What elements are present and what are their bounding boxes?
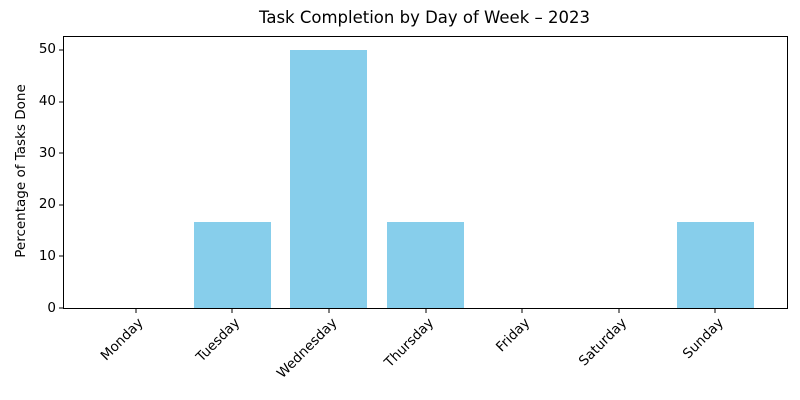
y-tick-mark-30 bbox=[59, 152, 64, 154]
x-tick-label-tuesday: Tuesday bbox=[193, 315, 244, 366]
y-tick-label-50: 50 bbox=[38, 41, 56, 58]
y-tick-mark-40 bbox=[59, 101, 64, 103]
chart-title: Task Completion by Day of Week – 2023 bbox=[259, 8, 590, 27]
y-tick-label-0: 0 bbox=[47, 299, 56, 316]
x-tick-label-monday: Monday bbox=[97, 315, 147, 365]
y-tick-mark-10 bbox=[59, 255, 64, 257]
x-tick-label-friday: Friday bbox=[493, 315, 534, 356]
bar-thursday bbox=[386, 221, 465, 308]
bar-sunday bbox=[676, 221, 755, 308]
y-tick-label-30: 30 bbox=[38, 144, 56, 161]
x-tick-mark-tuesday bbox=[231, 308, 233, 313]
bar-wednesday bbox=[290, 49, 368, 308]
y-tick-label-10: 10 bbox=[38, 247, 56, 264]
x-tick-mark-saturday bbox=[618, 308, 620, 313]
x-tick-mark-sunday bbox=[714, 308, 716, 313]
y-tick-mark-0 bbox=[59, 307, 64, 309]
x-tick-label-wednesday: Wednesday bbox=[273, 315, 341, 382]
y-tick-mark-20 bbox=[59, 204, 64, 206]
x-tick-mark-monday bbox=[135, 308, 137, 313]
x-tick-label-saturday: Saturday bbox=[575, 315, 631, 370]
y-tick-label-20: 20 bbox=[38, 196, 56, 213]
bar-tuesday bbox=[193, 221, 271, 308]
y-tick-mark-50 bbox=[59, 49, 64, 51]
plot-area: Monday Tuesday Wednesday Thursday Friday Satu… bbox=[39, 36, 788, 382]
x-tick-mark-wednesday bbox=[328, 308, 330, 313]
y-tick-label-40: 40 bbox=[38, 92, 56, 109]
x-tick-label-thursday: Thursday bbox=[381, 315, 437, 371]
x-tick-mark-thursday bbox=[425, 308, 426, 313]
x-tick-mark-friday bbox=[521, 308, 523, 313]
x-tick-label-sunday: Sunday bbox=[679, 315, 727, 363]
y-axis-label: Percentage of Tasks Done bbox=[13, 84, 29, 258]
